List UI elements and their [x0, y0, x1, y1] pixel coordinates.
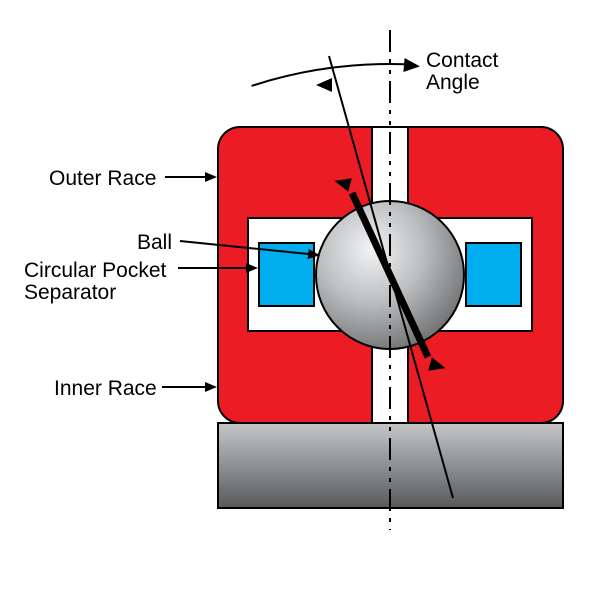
contact-angle-label: ContactAngle	[426, 50, 498, 95]
outer-race-label: Outer Race	[49, 168, 156, 190]
circular-pocket-separator-label: Circular PocketSeparator	[24, 260, 166, 305]
inner-race-label: Inner Race	[54, 378, 157, 400]
ball-label: Ball	[137, 232, 172, 254]
separator-right	[466, 243, 521, 306]
